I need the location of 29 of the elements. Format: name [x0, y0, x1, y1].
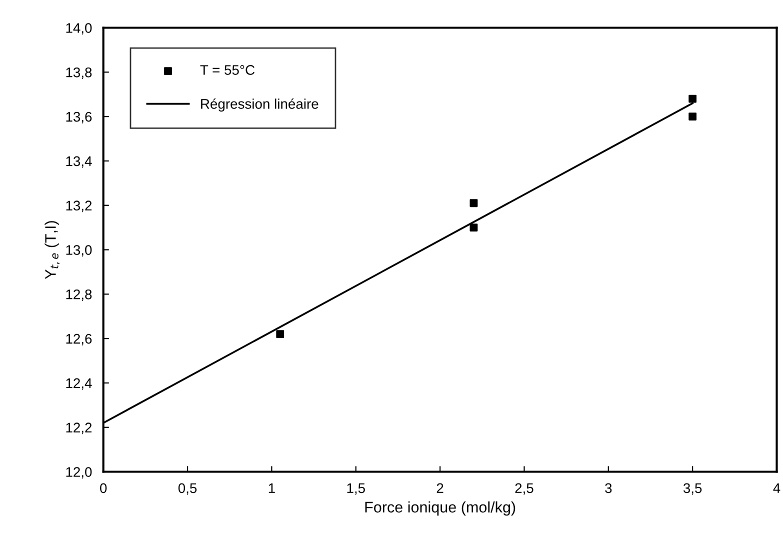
y-tick-label: 13,4 — [66, 156, 92, 168]
y-tick-label: 13,8 — [66, 67, 92, 79]
y-tick-label: 12,6 — [66, 334, 92, 346]
point — [470, 224, 478, 232]
x-tick-label: 2,5 — [515, 483, 534, 495]
y-tick-label: 12,2 — [66, 422, 92, 434]
x-tick-label: 2 — [436, 483, 444, 493]
x-tick-label: 1 — [268, 483, 275, 493]
x-tick-label: 4 — [773, 483, 780, 493]
y-tick-label: 13,6 — [66, 112, 92, 124]
x-tick-label: 1,5 — [347, 483, 365, 495]
x-tick-label: 3 — [605, 483, 612, 494]
x-tick-label: 3,5 — [683, 483, 702, 495]
point — [470, 199, 478, 208]
x-tick-label: 0,5 — [178, 483, 197, 495]
legend-label: T = 55°C — [200, 65, 255, 75]
point — [688, 112, 697, 120]
y-tick-label: 12,4 — [66, 378, 92, 390]
y-axis-title: Y$_{t,e}$ (T,I) — [44, 221, 60, 280]
y-tick-label: 13,0 — [66, 245, 92, 257]
legend-label: Régression linéaire — [201, 98, 318, 112]
point — [276, 330, 284, 338]
y-tick-label: 12,0 — [66, 467, 92, 479]
point — [688, 94, 697, 103]
x-axis-title: Force ionique (mol/kg) — [365, 501, 516, 516]
y-tick-label: 13,2 — [66, 200, 92, 212]
y-tick-label: 12,8 — [66, 289, 92, 301]
y-tick-label: 14,0 — [66, 23, 92, 35]
x-tick-label: 0 — [100, 483, 107, 494]
